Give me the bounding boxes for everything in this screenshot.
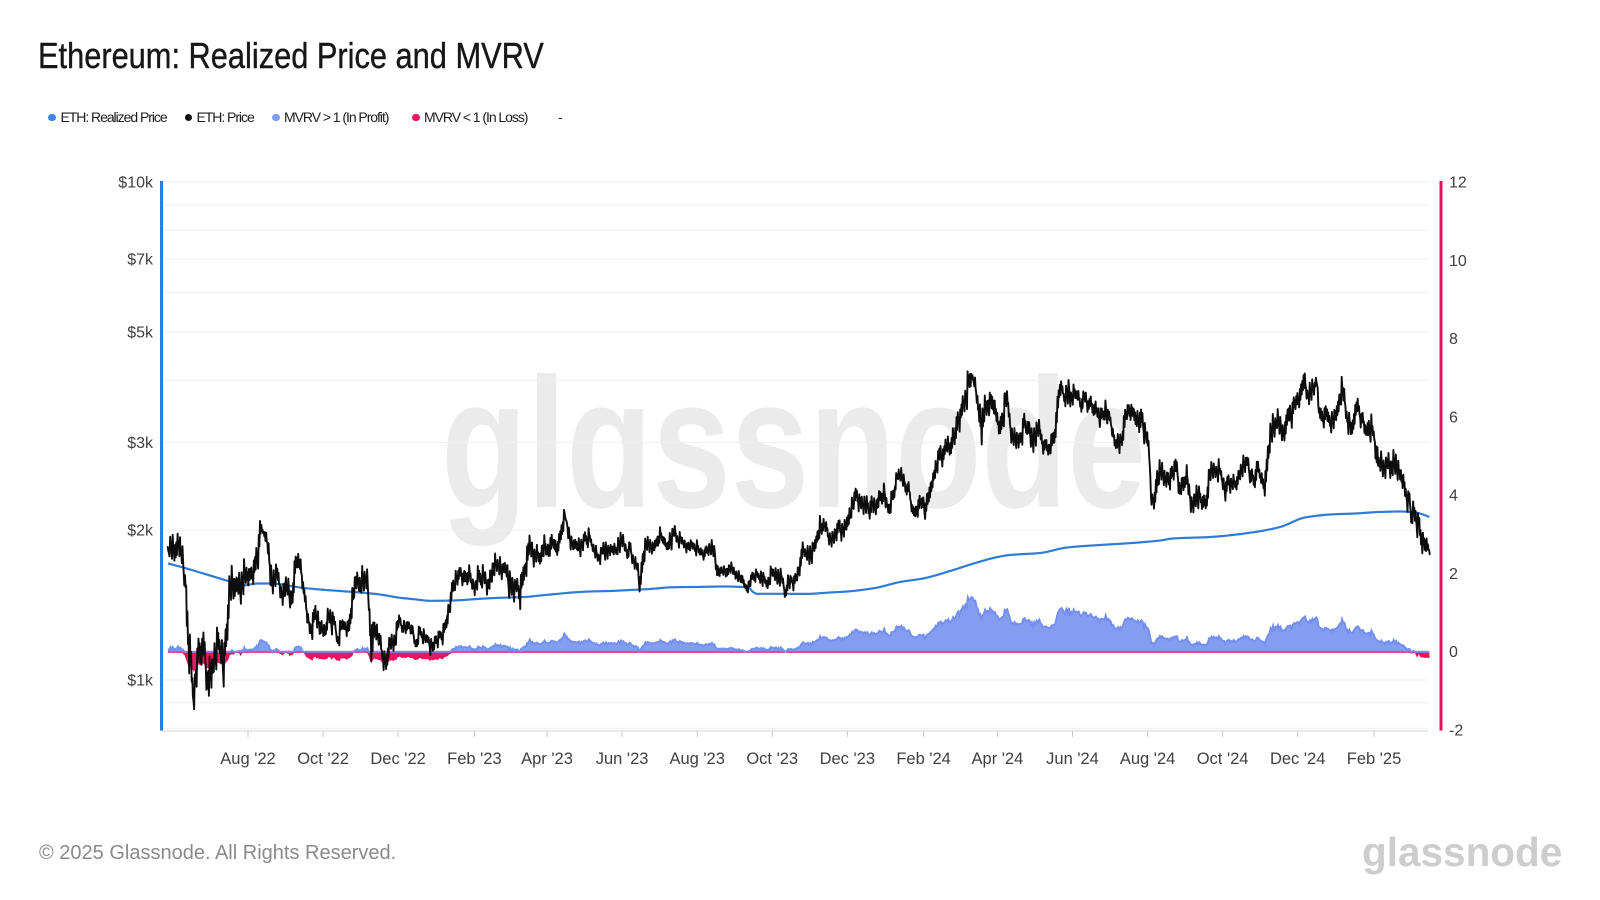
svg-text:Feb '25: Feb '25 xyxy=(1347,750,1402,768)
svg-text:Apr '24: Apr '24 xyxy=(972,750,1024,768)
svg-text:Oct '24: Oct '24 xyxy=(1197,750,1249,768)
svg-text:Dec '22: Dec '22 xyxy=(370,750,425,768)
svg-text:10: 10 xyxy=(1449,253,1467,270)
svg-text:$10k: $10k xyxy=(118,175,154,192)
svg-text:Apr '23: Apr '23 xyxy=(521,750,573,768)
svg-text:0: 0 xyxy=(1449,644,1458,661)
svg-text:$7k: $7k xyxy=(127,252,154,269)
svg-text:12: 12 xyxy=(1449,175,1467,192)
svg-text:$1k: $1k xyxy=(127,673,154,690)
svg-text:Aug '23: Aug '23 xyxy=(669,750,724,768)
svg-text:Aug '24: Aug '24 xyxy=(1120,750,1175,768)
svg-text:$5k: $5k xyxy=(127,324,154,341)
svg-text:-2: -2 xyxy=(1449,723,1463,740)
svg-text:4: 4 xyxy=(1449,488,1458,505)
svg-text:Oct '23: Oct '23 xyxy=(746,750,798,768)
svg-text:$2k: $2k xyxy=(127,523,154,540)
svg-text:Jun '23: Jun '23 xyxy=(596,750,649,768)
svg-text:2: 2 xyxy=(1449,566,1458,583)
svg-text:Dec '24: Dec '24 xyxy=(1270,750,1325,768)
svg-text:Feb '24: Feb '24 xyxy=(896,750,951,768)
svg-text:Oct '22: Oct '22 xyxy=(297,750,349,768)
svg-text:6: 6 xyxy=(1449,409,1458,426)
svg-text:8: 8 xyxy=(1449,331,1458,348)
svg-text:Jun '24: Jun '24 xyxy=(1046,750,1099,768)
svg-text:Feb '23: Feb '23 xyxy=(447,750,502,768)
svg-text:Dec '23: Dec '23 xyxy=(820,750,875,768)
svg-text:$3k: $3k xyxy=(127,435,154,452)
svg-text:Aug '22: Aug '22 xyxy=(220,750,275,768)
